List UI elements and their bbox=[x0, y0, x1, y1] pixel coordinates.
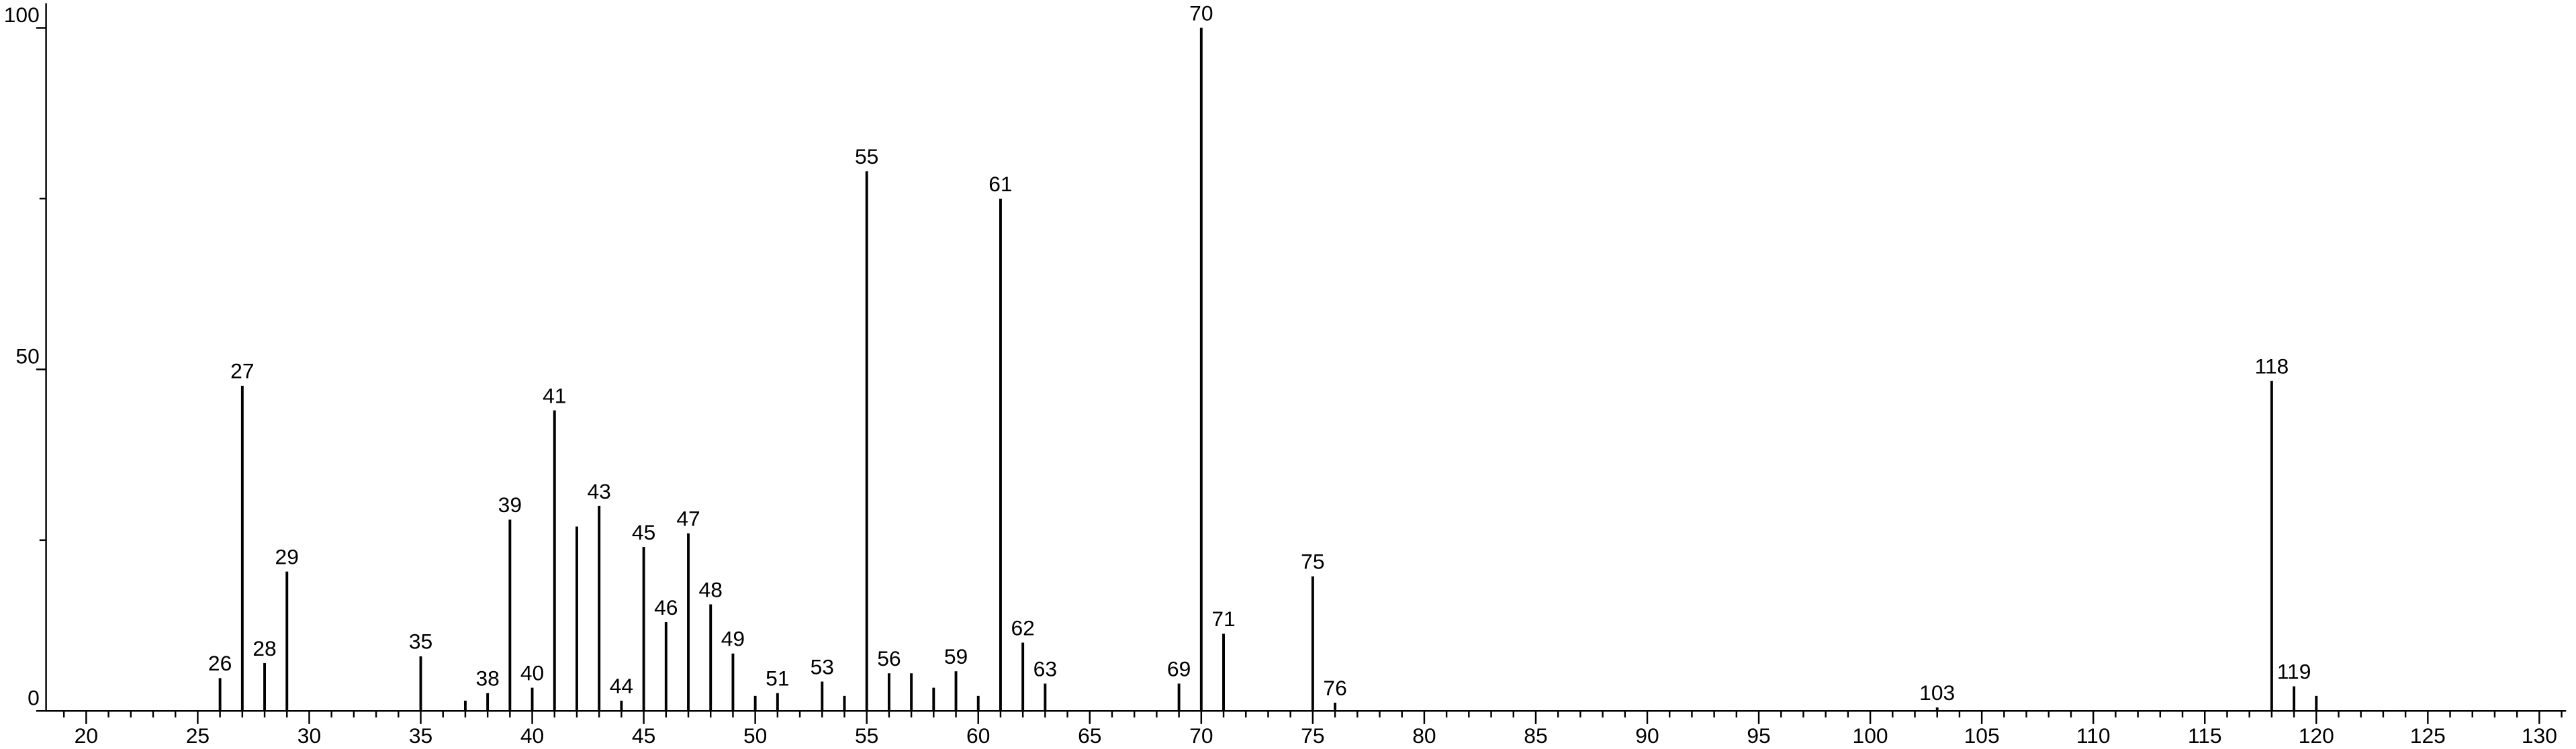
x-tick-label: 115 bbox=[2188, 723, 2222, 748]
y-tick-label: 100 bbox=[4, 3, 40, 27]
peak-label: 29 bbox=[275, 544, 299, 568]
x-tick-label: 110 bbox=[2076, 723, 2111, 748]
peak-label: 49 bbox=[721, 627, 745, 651]
x-tick-label: 85 bbox=[1524, 723, 1547, 748]
x-tick-label: 20 bbox=[75, 723, 98, 748]
x-tick-label: 55 bbox=[855, 723, 878, 748]
peak-label: 44 bbox=[610, 674, 633, 698]
peak-label: 69 bbox=[1167, 656, 1191, 681]
x-tick-label: 65 bbox=[1078, 723, 1101, 748]
x-tick-label: 70 bbox=[1189, 723, 1213, 748]
x-tick-label: 75 bbox=[1301, 723, 1324, 748]
peak-label: 48 bbox=[699, 577, 723, 601]
x-tick-label: 120 bbox=[2299, 723, 2334, 748]
peak-label: 119 bbox=[2277, 659, 2311, 683]
peak-label: 53 bbox=[811, 654, 834, 679]
x-tick-label: 40 bbox=[520, 723, 544, 748]
peak-label: 61 bbox=[988, 172, 1012, 196]
peak-label: 40 bbox=[520, 660, 544, 685]
peak-label: 51 bbox=[766, 666, 789, 691]
peak-label: 47 bbox=[676, 506, 700, 530]
x-tick-label: 25 bbox=[186, 723, 210, 748]
peak-label: 35 bbox=[409, 630, 432, 654]
peak-label: 41 bbox=[543, 383, 566, 407]
peak-label: 56 bbox=[877, 646, 901, 670]
x-tick-label: 130 bbox=[2522, 723, 2557, 748]
x-tick-label: 45 bbox=[632, 723, 655, 748]
y-tick-label: 0 bbox=[28, 686, 40, 710]
x-tick-label: 60 bbox=[966, 723, 990, 748]
peak-label: 38 bbox=[475, 666, 499, 691]
peak-label: 71 bbox=[1211, 607, 1235, 631]
x-tick-label: 50 bbox=[743, 723, 767, 748]
x-tick-label: 105 bbox=[1964, 723, 2000, 748]
x-tick-label: 90 bbox=[1635, 723, 1659, 748]
peak-label: 43 bbox=[587, 479, 610, 503]
peak-label: 75 bbox=[1301, 550, 1324, 574]
peak-label: 26 bbox=[208, 651, 232, 675]
x-tick-label: 95 bbox=[1747, 723, 1770, 748]
peak-label: 55 bbox=[855, 144, 878, 168]
peak-label: 63 bbox=[1033, 656, 1057, 681]
y-tick-label: 50 bbox=[15, 344, 39, 368]
peak-label: 70 bbox=[1189, 1, 1213, 25]
peak-label: 59 bbox=[944, 644, 968, 668]
peak-label: 62 bbox=[1011, 615, 1034, 640]
x-tick-label: 30 bbox=[297, 723, 321, 748]
x-tick-label: 125 bbox=[2410, 723, 2446, 748]
peak-label: 39 bbox=[498, 493, 522, 517]
peak-label: 45 bbox=[632, 520, 655, 544]
x-tick-label: 100 bbox=[1853, 723, 1888, 748]
peak-label: 76 bbox=[1323, 676, 1346, 700]
peak-label: 46 bbox=[654, 595, 678, 619]
peak-label: 28 bbox=[252, 636, 276, 660]
x-tick-label: 80 bbox=[1412, 723, 1436, 748]
peak-label: 103 bbox=[1919, 681, 1955, 705]
peak-label: 27 bbox=[230, 359, 254, 383]
peak-label: 118 bbox=[2255, 354, 2289, 379]
x-tick-label: 35 bbox=[409, 723, 432, 748]
